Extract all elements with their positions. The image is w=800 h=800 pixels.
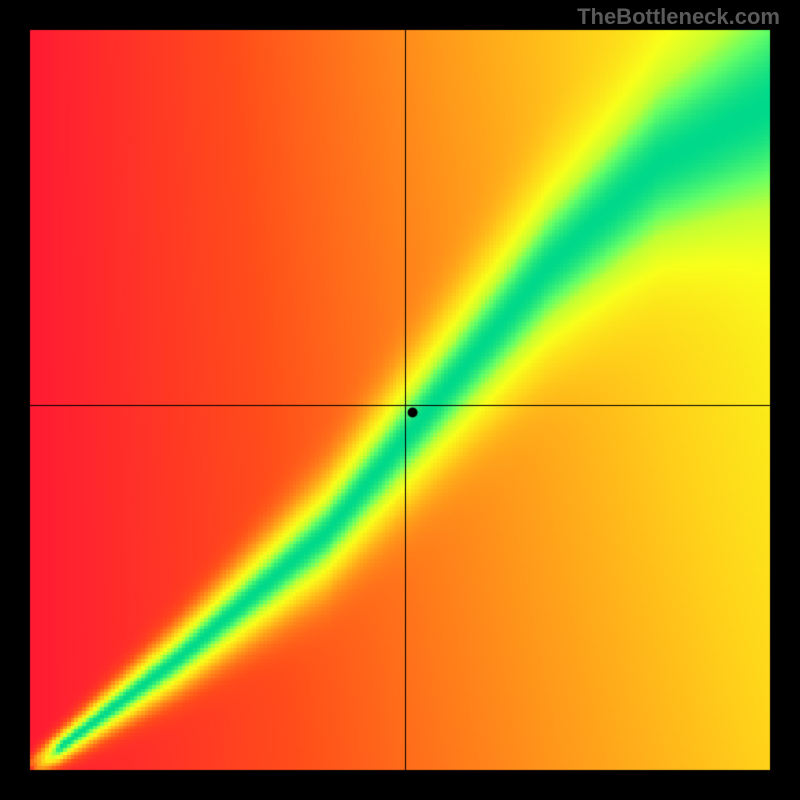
chart-container: TheBottleneck.com xyxy=(0,0,800,800)
bottleneck-heatmap xyxy=(0,0,800,800)
watermark-text: TheBottleneck.com xyxy=(577,4,780,30)
